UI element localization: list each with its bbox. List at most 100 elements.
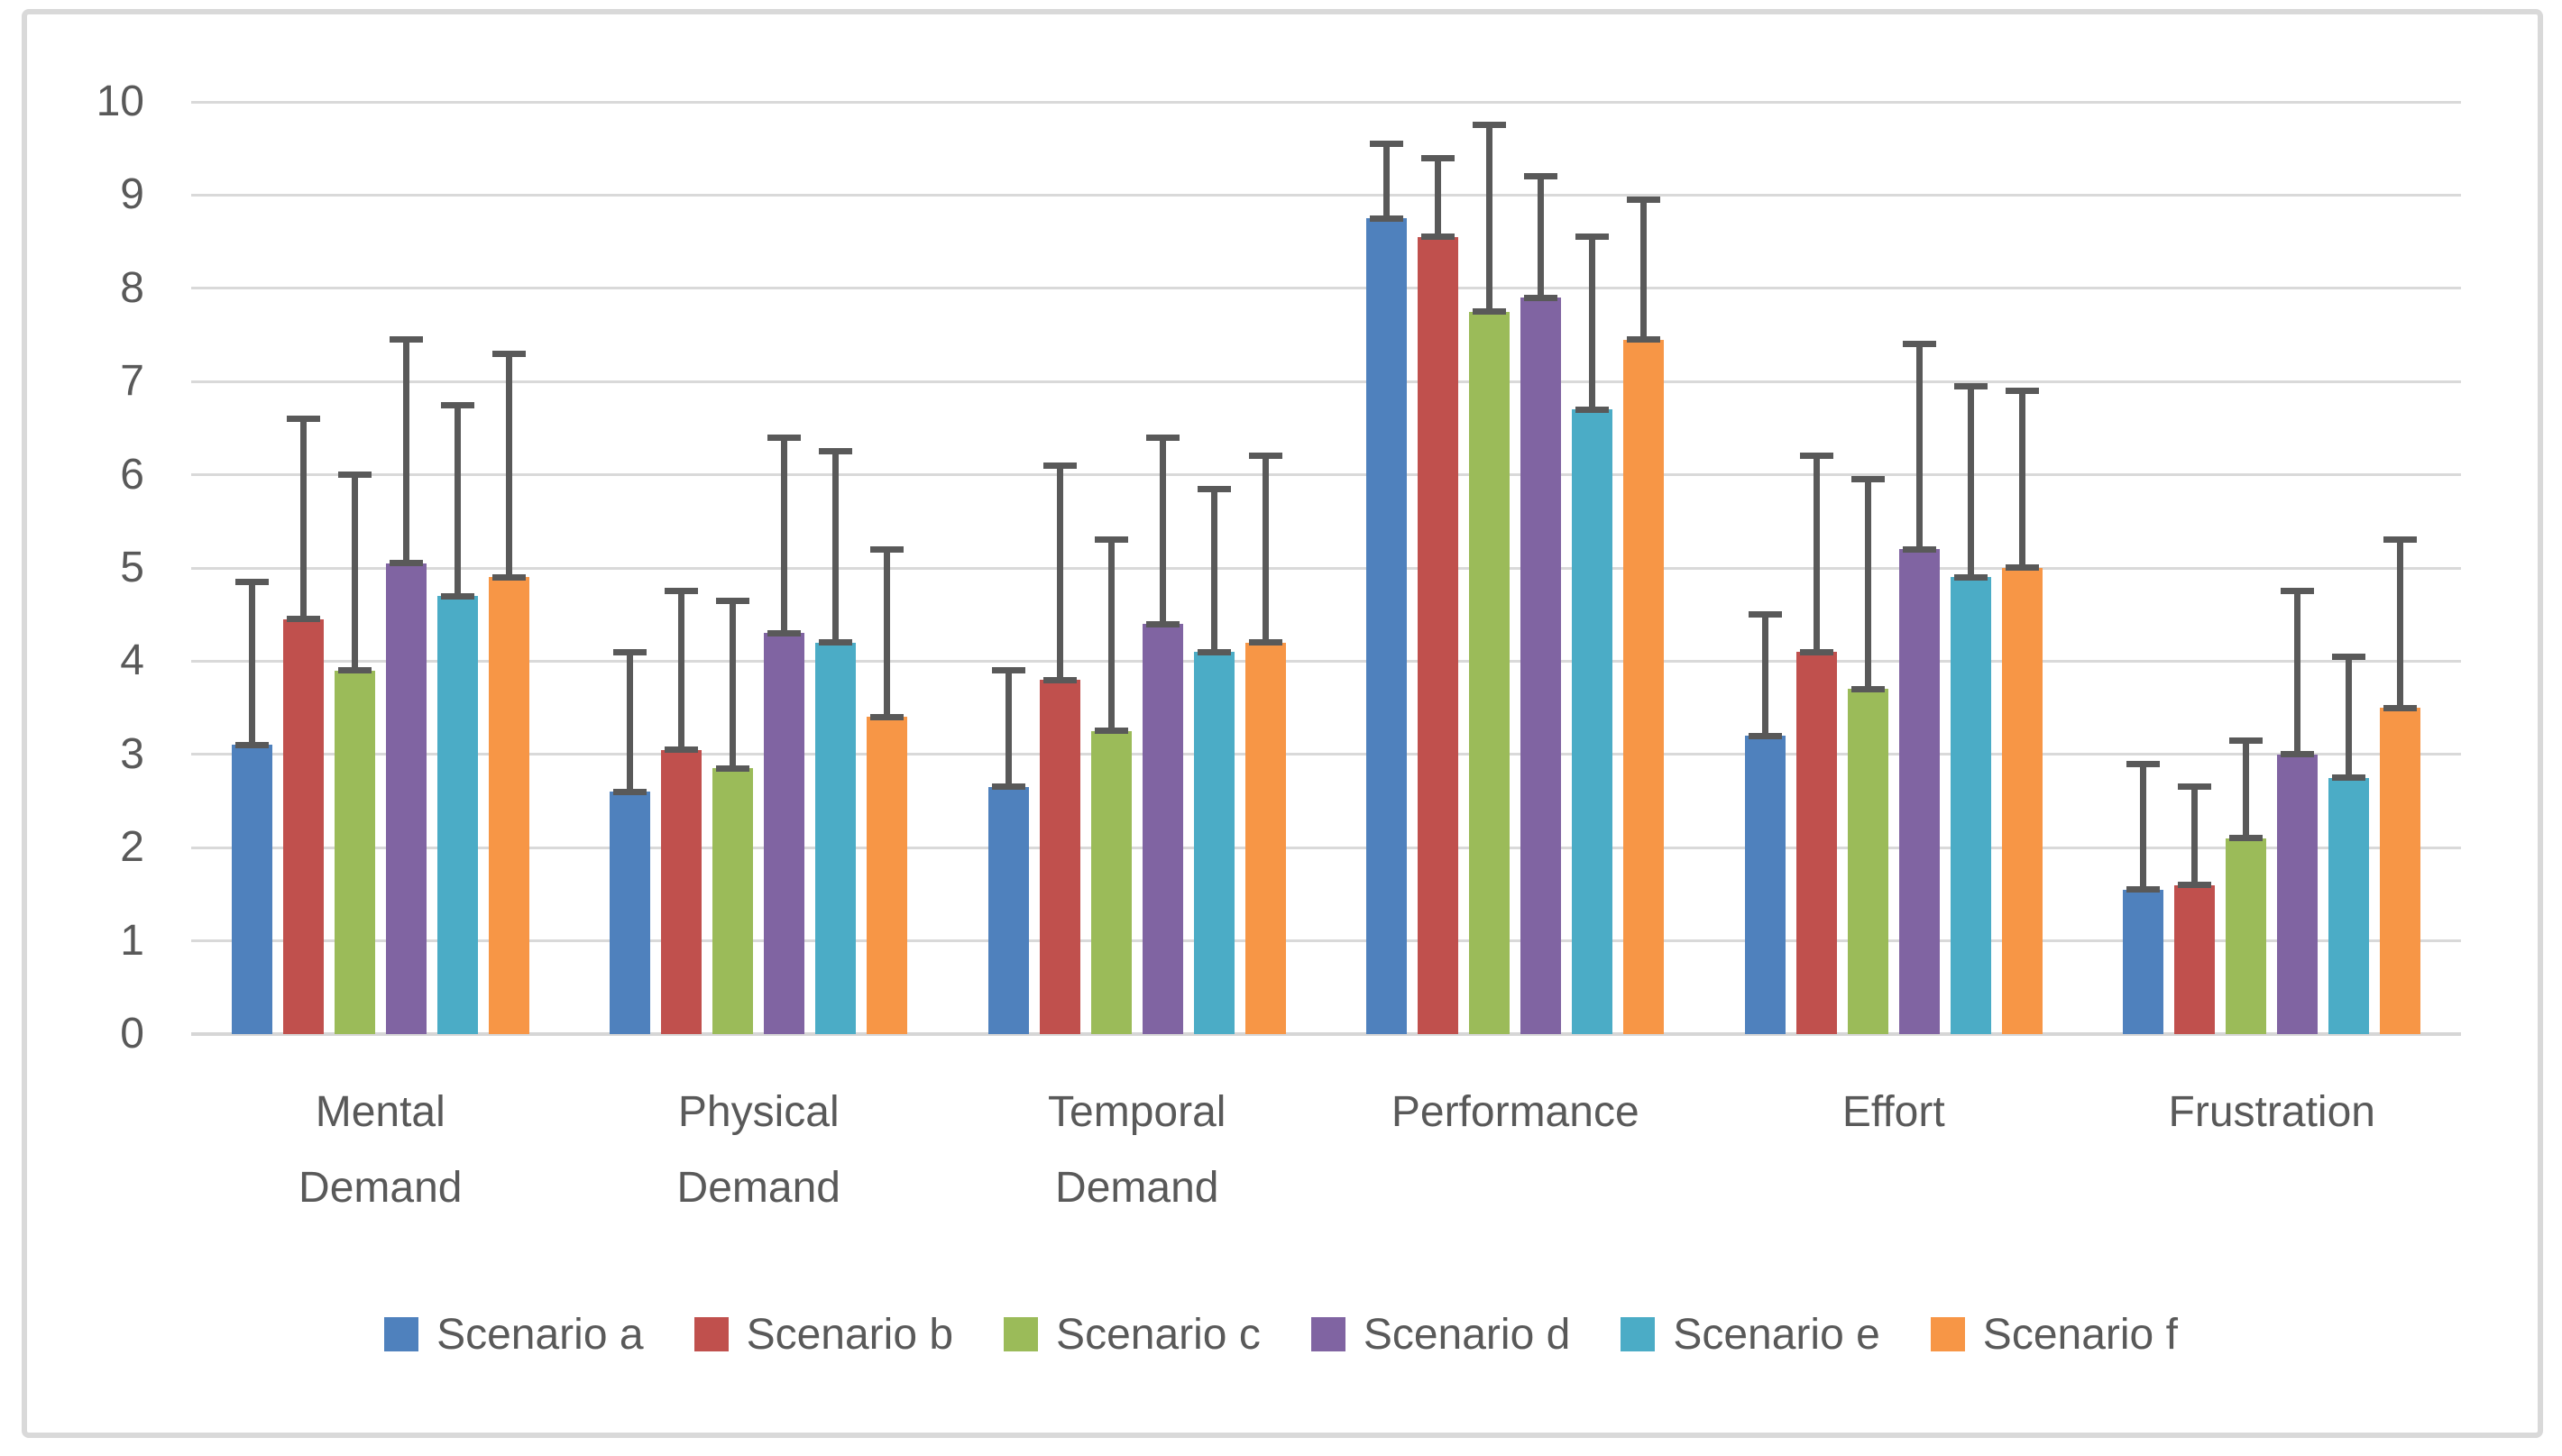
error-bar-cap-bottom (234, 742, 269, 748)
category-label-line: Demand (1055, 1164, 1219, 1212)
error-bar-cap-top (1748, 611, 1782, 618)
error-bar-scenario-a-temporal-demand (1005, 671, 1012, 787)
legend-swatch-scenario-f (1930, 1317, 1965, 1351)
error-bar-cap-bottom (2229, 835, 2264, 841)
error-bar-scenario-f-physical-demand (884, 549, 891, 717)
bar-scenario-d-physical-demand (764, 633, 805, 1034)
gridline-1 (191, 939, 2461, 943)
error-bar-cap-bottom (1748, 733, 1782, 739)
error-bar-scenario-d-frustration (2294, 591, 2301, 755)
error-bar-scenario-a-physical-demand (627, 652, 634, 792)
error-bar-scenario-b-physical-demand (678, 591, 685, 750)
error-bar-cap-top (1799, 453, 1833, 459)
legend-label-scenario-f: Scenario f (1982, 1310, 2178, 1359)
bar-scenario-f-temporal-demand (1244, 643, 1286, 1034)
bar-scenario-e-temporal-demand (1193, 652, 1235, 1034)
legend-item-scenario-b: Scenario b (693, 1310, 953, 1360)
bar-cell (1898, 102, 1940, 1034)
error-bar-cap-top (665, 588, 699, 594)
y-axis-tick-label-6: 6 (120, 450, 144, 499)
bar-cell (1744, 102, 1786, 1034)
bar-scenario-f-performance (1623, 340, 1665, 1034)
error-bar-cap-top (2178, 783, 2212, 790)
bar-scenario-d-temporal-demand (1142, 624, 1183, 1034)
gridline-6 (191, 473, 2461, 477)
error-bar-cap-top (2383, 536, 2418, 543)
y-axis-tick-label-8: 8 (120, 263, 144, 312)
legend-item-scenario-f: Scenario f (1930, 1310, 2178, 1360)
category-slot-temporal-demand (948, 102, 1327, 1034)
error-bar-scenario-a-frustration (2140, 764, 2147, 890)
bar-cell (2328, 102, 2370, 1034)
error-bar-cap-top (1370, 141, 1404, 147)
bar-scenario-c-mental-demand (334, 671, 375, 1034)
error-bar-cap-bottom (1042, 677, 1077, 683)
bar-cell (764, 102, 805, 1034)
bar-cell (1193, 102, 1235, 1034)
bar-cell (1469, 102, 1511, 1034)
error-bar-scenario-c-frustration (2243, 740, 2250, 838)
legend-label-scenario-d: Scenario d (1363, 1310, 1571, 1359)
bar-cell (2380, 102, 2421, 1034)
error-bar-cap-bottom (1248, 639, 1282, 646)
bar-scenario-c-frustration (2226, 838, 2267, 1034)
bar-scenario-c-physical-demand (712, 768, 754, 1034)
error-bar-scenario-e-mental-demand (454, 405, 461, 596)
category-label-performance: Performance (1327, 1075, 1705, 1150)
bar-scenario-f-physical-demand (867, 717, 908, 1034)
error-bar-scenario-d-performance (1538, 177, 1545, 298)
bar-cell (987, 102, 1029, 1034)
error-bar-scenario-a-effort (1761, 615, 1768, 736)
error-bar-scenario-c-physical-demand (730, 600, 737, 768)
bar-scenario-e-effort (1950, 577, 1991, 1034)
category-label-line: Demand (676, 1164, 840, 1212)
error-bar-cap-top (613, 649, 647, 655)
error-bar-cap-bottom (2178, 882, 2212, 888)
error-bar-cap-bottom (819, 639, 853, 646)
error-bar-cap-bottom (389, 560, 423, 566)
error-bar-scenario-c-temporal-demand (1107, 540, 1115, 731)
error-bar-cap-bottom (286, 616, 320, 622)
error-bar-scenario-b-mental-demand (299, 419, 307, 619)
bar-scenario-e-mental-demand (436, 596, 478, 1034)
error-bar-cap-top (1421, 155, 1455, 161)
error-bar-scenario-c-performance (1486, 125, 1493, 312)
error-bar-cap-top (991, 667, 1025, 673)
error-bar-scenario-a-performance (1383, 143, 1391, 218)
category-label-line: Frustration (2168, 1088, 2375, 1136)
error-bar-cap-top (1524, 173, 1558, 179)
error-bar-cap-bottom (991, 783, 1025, 790)
error-bar-cap-top (1473, 122, 1507, 128)
bar-group-temporal-demand (987, 102, 1286, 1034)
bar-group-frustration (2123, 102, 2421, 1034)
error-bar-cap-bottom (613, 789, 647, 795)
error-bar-scenario-b-performance (1435, 158, 1442, 237)
bar-scenario-b-temporal-demand (1039, 680, 1080, 1034)
bar-scenario-c-performance (1469, 312, 1511, 1034)
error-bar-scenario-f-performance (1640, 200, 1648, 340)
bar-scenario-d-performance (1520, 298, 1562, 1034)
error-bar-cap-top (337, 472, 372, 478)
error-bar-cap-top (1094, 536, 1128, 543)
bar-scenario-a-frustration (2123, 890, 2164, 1034)
gridline-2 (191, 846, 2461, 849)
bar-scenario-b-mental-demand (282, 619, 324, 1034)
category-label-line: Mental (315, 1088, 445, 1136)
y-axis-tick-label-9: 9 (120, 170, 144, 219)
legend-item-scenario-a: Scenario a (384, 1310, 644, 1360)
error-bar-cap-bottom (1902, 546, 1936, 553)
error-bar-scenario-d-mental-demand (402, 340, 409, 563)
error-bar-cap-bottom (491, 574, 526, 581)
category-label-line: Demand (298, 1164, 463, 1212)
y-axis-tick-label-5: 5 (120, 544, 144, 591)
error-bar-scenario-d-effort (1915, 344, 1923, 549)
category-slot-mental-demand (191, 102, 570, 1034)
bar-cell (2277, 102, 2319, 1034)
legend-swatch-scenario-d (1310, 1317, 1345, 1351)
plot-area (191, 100, 2461, 1036)
bar-groups-layer (191, 102, 2461, 1034)
category-slot-effort (1704, 102, 2083, 1034)
error-bar-scenario-c-effort (1864, 479, 1871, 689)
bar-group-mental-demand (231, 102, 529, 1034)
legend-swatch-scenario-c (1004, 1317, 1039, 1351)
